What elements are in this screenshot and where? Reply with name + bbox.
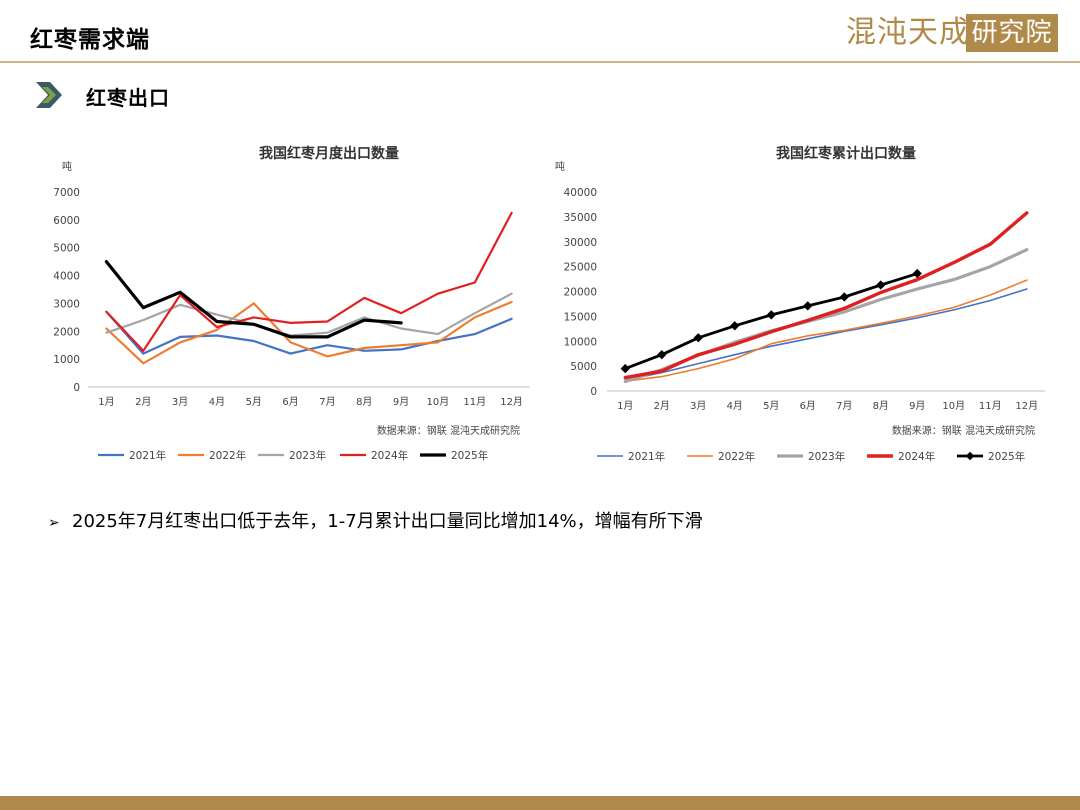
y-tick-label: 4000 (53, 271, 80, 283)
header: 红枣需求端 混沌天成 研究院 (0, 0, 1080, 63)
data-point (620, 363, 630, 374)
y-tick-label: 3000 (53, 298, 80, 310)
x-tick-label: 2月 (135, 396, 151, 408)
arrow-bullet-icon: ➢ (48, 515, 60, 531)
x-tick-label: 12月 (500, 396, 523, 408)
x-tick-label: 6月 (800, 400, 816, 412)
y-tick-label: 1000 (53, 354, 80, 366)
x-tick-label: 11月 (463, 396, 486, 408)
y-tick-label: 0 (590, 386, 597, 398)
x-tick-label: 3月 (172, 396, 188, 408)
legend-label: 2023年 (808, 450, 845, 463)
data-point (657, 349, 667, 360)
y-axis-unit: 吨 (62, 160, 72, 173)
summary-bullet: ➢ 2025年7月红枣出口低于去年，1-7月累计出口量同比增加14%，增幅有所下滑 (48, 507, 703, 533)
x-tick-label: 10月 (427, 396, 450, 408)
x-tick-label: 1月 (617, 400, 633, 412)
x-tick-label: 1月 (98, 396, 114, 408)
data-point (912, 268, 922, 279)
y-tick-label: 20000 (564, 287, 597, 299)
summary-text: 2025年7月红枣出口低于去年，1-7月累计出口量同比增加14%，增幅有所下滑 (72, 511, 703, 532)
y-tick-label: 15000 (564, 311, 597, 323)
series-line-2022年 (624, 279, 1028, 382)
y-tick-label: 2000 (53, 326, 80, 338)
legend-label: 2021年 (129, 449, 166, 462)
y-tick-label: 40000 (564, 187, 597, 199)
series-line-2025年 (623, 272, 919, 371)
data-point (876, 280, 886, 290)
x-tick-label: 5月 (246, 396, 262, 408)
legend-label: 2025年 (451, 449, 488, 462)
chart-title: 我国红枣月度出口数量 (259, 145, 399, 162)
series-line-2023年 (105, 292, 513, 337)
legend-label: 2022年 (209, 449, 246, 462)
page-title: 红枣需求端 (30, 26, 150, 53)
x-tick-label: 7月 (836, 400, 852, 412)
series-line-2024年 (105, 211, 513, 352)
x-tick-label: 3月 (690, 400, 706, 412)
cumulative-export-chart: 我国红枣累计出口数量吨 0 5000 10000 15000 20000 25000 3000… (545, 132, 1055, 477)
series-line-2024年 (623, 211, 1029, 380)
data-point (766, 310, 776, 320)
x-tick-label: 4月 (209, 396, 225, 408)
source-note: 数据来源：钢联 混沌天成研究院 (892, 424, 1035, 437)
data-point (730, 321, 740, 331)
y-tick-label: 0 (73, 382, 80, 394)
x-tick-label: 7月 (319, 396, 335, 408)
series-line-2025年 (104, 260, 403, 339)
data-point (803, 301, 813, 311)
x-tick-label: 8月 (873, 400, 889, 412)
monthly-export-chart: 我国红枣月度出口数量吨 0 1000 2000 3000 4000 5000 6000 7000… (40, 132, 540, 477)
x-tick-label: 9月 (909, 400, 925, 412)
y-tick-label: 10000 (564, 336, 597, 348)
logo-text: 混沌天成 (846, 15, 970, 50)
x-tick-label: 5月 (763, 400, 779, 412)
x-tick-label: 2月 (654, 400, 670, 412)
series-line-2021年 (624, 288, 1028, 381)
logo-badge: 研究院 (966, 14, 1058, 52)
header-divider (0, 61, 1080, 63)
chevron-right-icon (36, 82, 62, 108)
data-point (693, 333, 703, 343)
y-axis-unit: 吨 (555, 160, 565, 173)
y-tick-label: 5000 (53, 243, 80, 255)
logo: 混沌天成 研究院 (846, 12, 1058, 54)
x-tick-label: 12月 (1015, 400, 1038, 412)
y-tick-label: 5000 (570, 361, 597, 373)
x-tick-label: 6月 (282, 396, 298, 408)
x-tick-label: 8月 (356, 396, 372, 408)
y-tick-label: 35000 (564, 212, 597, 224)
source-note: 数据来源：钢联 混沌天成研究院 (377, 424, 520, 437)
data-point (839, 292, 849, 302)
x-tick-label: 9月 (393, 396, 409, 408)
legend-label: 2023年 (289, 449, 326, 462)
legend-label: 2025年 (988, 450, 1025, 463)
y-tick-label: 30000 (564, 237, 597, 249)
series-line-2022年 (105, 300, 513, 365)
legend-label: 2024年 (898, 450, 935, 463)
footer-bar (0, 796, 1080, 810)
x-tick-label: 11月 (979, 400, 1002, 412)
y-tick-label: 6000 (53, 215, 80, 227)
legend-label: 2022年 (718, 450, 755, 463)
section-title: 红枣出口 (86, 86, 170, 110)
y-tick-label: 7000 (53, 187, 80, 199)
legend-label: 2021年 (628, 450, 665, 463)
legend-label: 2024年 (371, 449, 408, 462)
legend-marker (965, 451, 975, 461)
x-tick-label: 4月 (727, 400, 743, 412)
chart-title: 我国红枣累计出口数量 (776, 145, 916, 162)
y-tick-label: 25000 (564, 262, 597, 274)
x-tick-label: 10月 (942, 400, 965, 412)
